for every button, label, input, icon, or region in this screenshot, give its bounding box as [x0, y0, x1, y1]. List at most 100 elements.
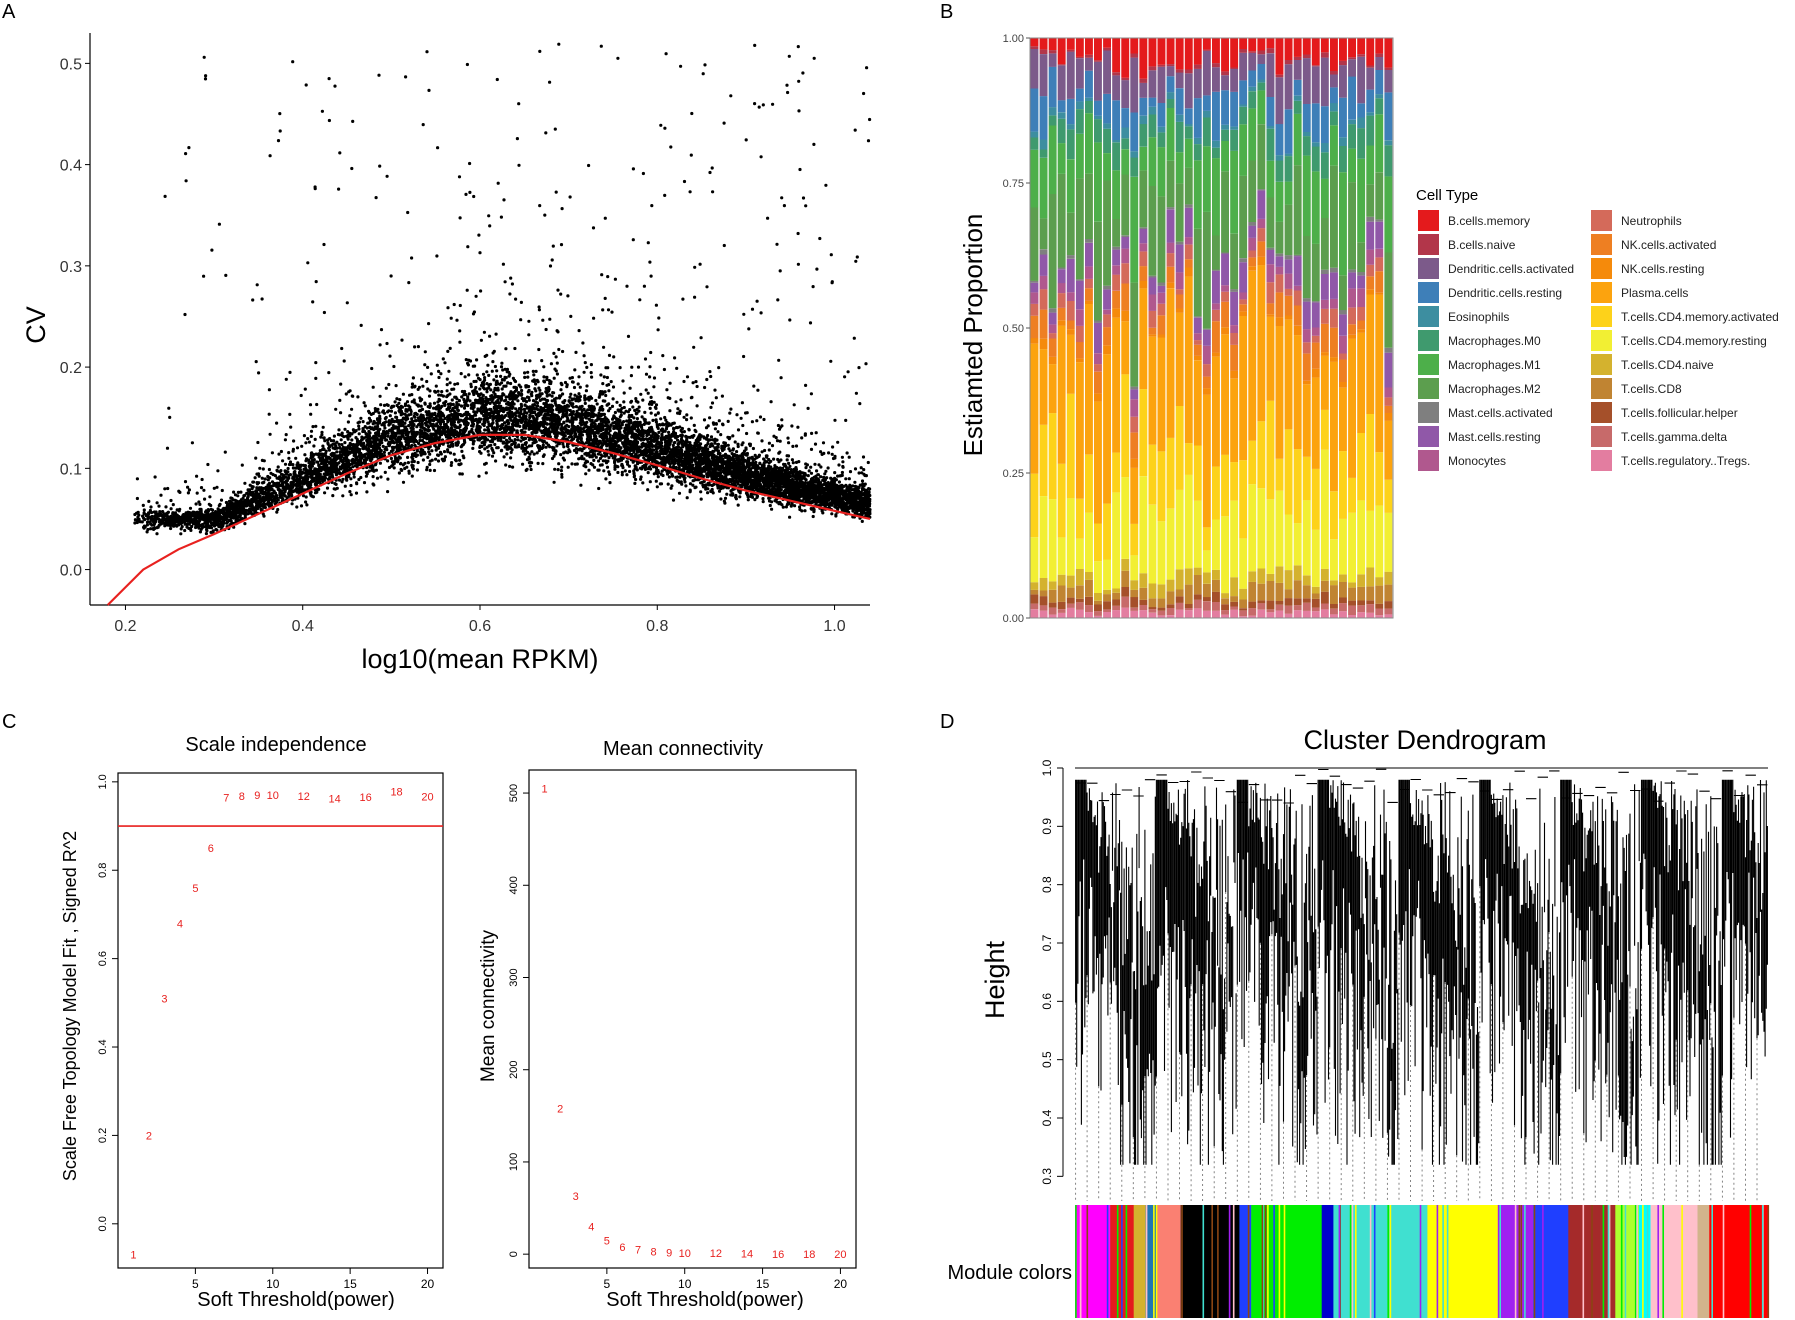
b-bar-segment: [1057, 65, 1066, 101]
b-bar-segment: [1302, 329, 1311, 343]
b-bar-segment: [1103, 128, 1111, 153]
b-bar-segment: [1112, 140, 1121, 143]
b-bar-segment: [1212, 321, 1220, 353]
b-bar-segment: [1030, 582, 1039, 590]
b-bar-segment: [1157, 315, 1166, 335]
d-module-stripe: [1349, 1205, 1352, 1318]
d-module-stripe: [1514, 1205, 1517, 1318]
b-bar-segment: [1148, 327, 1157, 335]
b-bar-segment: [1221, 141, 1229, 172]
b-bar-segment: [1175, 596, 1184, 603]
b-bar-segment: [1230, 91, 1239, 127]
b-bar-segment: [1302, 380, 1311, 385]
b-bar-segment: [1184, 73, 1193, 109]
b-bar-segment: [1302, 132, 1311, 137]
d-module-stripe: [1722, 1205, 1725, 1318]
b-bar-segment: [1239, 608, 1248, 611]
b-bar-segment: [1257, 421, 1266, 489]
b-legend-label: Macrophages.M2: [1448, 382, 1541, 396]
b-bar-segment: [1266, 264, 1275, 283]
b-legend-label: Dendritic.cells.activated: [1448, 262, 1574, 276]
d-module-stripe: [1153, 1205, 1155, 1318]
b-bar-segment: [1094, 119, 1102, 143]
b-bar-segment: [1157, 615, 1166, 618]
d-module-stripe: [1399, 1205, 1402, 1318]
d-module-stripe: [1217, 1205, 1219, 1318]
b-bar-segment: [1302, 384, 1311, 457]
b-bar-segment: [1057, 609, 1066, 613]
b-bar-segment: [1057, 293, 1066, 308]
b-bar-segment: [1248, 91, 1257, 109]
b-bar-segment: [1221, 38, 1229, 72]
b-bar-segment: [1212, 63, 1220, 68]
b-bar-segment: [1075, 56, 1084, 59]
b-bar-segment: [1130, 416, 1139, 433]
b-bar-segment: [1139, 281, 1148, 289]
b-bar-segment: [1212, 610, 1220, 618]
a-y-tick-label: 0.4: [60, 158, 82, 175]
c-left-axes: 5 10 15 200.00.20.40.60.81.0: [97, 772, 444, 1291]
b-bar-segment: [1311, 171, 1320, 244]
b-bar-segment: [1366, 89, 1375, 113]
b-bar-segment: [1139, 227, 1148, 229]
b-bar-segment: [1230, 345, 1239, 371]
b-bar-segment: [1266, 48, 1275, 54]
d-dendrogram-branches: [1075, 767, 1768, 1165]
b-bar-segment: [1166, 66, 1175, 77]
b-bar-segment: [1302, 155, 1311, 236]
b-bar-segment: [1112, 605, 1121, 611]
b-bar-segment: [1094, 322, 1102, 354]
b-bar-segment: [1266, 314, 1275, 317]
b-bar-segment: [1339, 275, 1347, 311]
b-bar-segment: [1366, 249, 1375, 265]
d-color-bar-label: Module colors: [947, 1262, 1072, 1284]
b-bar-segment: [1230, 601, 1239, 607]
b-bar-segment: [1248, 52, 1257, 71]
d-module-stripe: [1642, 1205, 1644, 1318]
b-bar-segment: [1175, 72, 1184, 89]
b-bar-segment: [1139, 476, 1148, 574]
b-bar-segment: [1375, 69, 1384, 95]
b-bar-segment: [1320, 178, 1329, 218]
b-bar-segment: [1357, 433, 1366, 501]
d-module-color-block: [1697, 1205, 1710, 1318]
b-bar-segment: [1230, 289, 1239, 292]
b-bar-segment: [1193, 500, 1202, 568]
b-bar-segment: [1384, 352, 1393, 388]
b-bar-segment: [1094, 393, 1102, 402]
b-bar-segment: [1375, 221, 1384, 249]
b-bar-segment: [1157, 607, 1166, 611]
b-bar-segment: [1366, 276, 1375, 290]
b-bar-segment: [1039, 596, 1048, 606]
b-bar-segment: [1039, 605, 1048, 611]
b-bar-segment: [1148, 310, 1157, 328]
b-legend-label: T.cells.CD4.naive: [1621, 358, 1714, 372]
b-bar-segment: [1139, 146, 1148, 171]
b-bar-segment: [1094, 320, 1102, 323]
b-bar-segment: [1311, 66, 1320, 104]
b-bar-segment: [1148, 275, 1157, 278]
b-bar-segment: [1284, 295, 1293, 316]
b-bar-segment: [1320, 323, 1329, 353]
b-bar-segment: [1157, 584, 1166, 599]
b-bar-segment: [1212, 591, 1220, 602]
b-bar-segment: [1221, 285, 1229, 292]
b-bar-segment: [1339, 137, 1347, 146]
b-bar-segment: [1212, 466, 1220, 520]
b-bar-segment: [1112, 317, 1121, 453]
b-bar-segment: [1121, 587, 1130, 597]
b-bar-segment: [1112, 588, 1121, 593]
b-bar-segment: [1311, 377, 1320, 469]
b-bar-segment: [1320, 218, 1329, 270]
d-module-stripe: [1075, 1205, 1077, 1318]
b-bar-segment: [1366, 221, 1375, 250]
b-bar-segment: [1094, 142, 1102, 222]
b-bar-segment: [1075, 109, 1084, 134]
b-bar-segment: [1112, 72, 1121, 76]
c-right-title: Mean connectivity: [603, 738, 763, 760]
b-bar-segment: [1348, 57, 1356, 60]
b-bar-segment: [1184, 568, 1193, 585]
b-bar-segment: [1139, 78, 1148, 83]
b-bar-segment: [1130, 607, 1139, 611]
d-y-tick-label: 0.7: [1040, 934, 1054, 951]
